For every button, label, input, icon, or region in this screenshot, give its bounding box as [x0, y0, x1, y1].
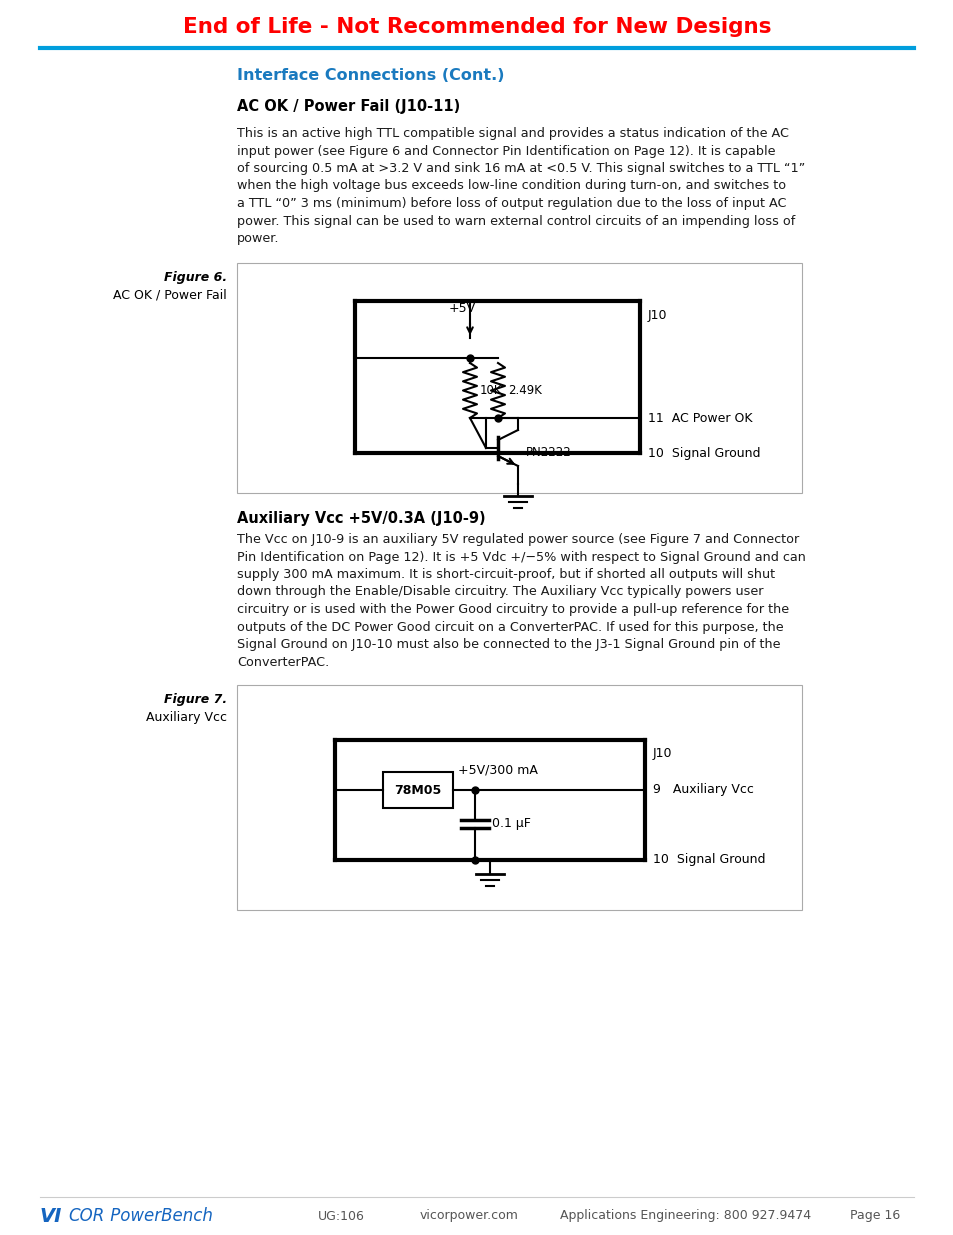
Text: AC OK / Power Fail (J10-11): AC OK / Power Fail (J10-11) — [236, 100, 459, 115]
Text: J10: J10 — [652, 747, 672, 761]
Text: input power (see Figure 6 and Connector Pin Identification on Page 12). It is ca: input power (see Figure 6 and Connector … — [236, 144, 775, 158]
Text: COR: COR — [68, 1207, 104, 1225]
Text: vicorpower.com: vicorpower.com — [419, 1209, 518, 1223]
Bar — [236, 263, 801, 493]
Text: The Vcc on J10-9 is an auxiliary 5V regulated power source (see Figure 7 and Con: The Vcc on J10-9 is an auxiliary 5V regu… — [236, 534, 799, 546]
Text: 10  Signal Ground: 10 Signal Ground — [652, 853, 764, 867]
Text: when the high voltage bus exceeds low-line condition during turn-on, and switche: when the high voltage bus exceeds low-li… — [236, 179, 785, 193]
Text: outputs of the DC Power Good circuit on a ConverterPAC. If used for this purpose: outputs of the DC Power Good circuit on … — [236, 620, 782, 634]
Text: End of Life - Not Recommended for New Designs: End of Life - Not Recommended for New De… — [183, 17, 770, 37]
Text: of sourcing 0.5 mA at >3.2 V and sink 16 mA at <0.5 V. This signal switches to a: of sourcing 0.5 mA at >3.2 V and sink 16… — [236, 162, 804, 175]
Text: Signal Ground on J10-10 must also be connected to the J3-1 Signal Ground pin of : Signal Ground on J10-10 must also be con… — [236, 638, 780, 651]
Text: supply 300 mA maximum. It is short-circuit-proof, but if shorted all outputs wil: supply 300 mA maximum. It is short-circu… — [236, 568, 774, 580]
Text: power.: power. — [236, 232, 279, 245]
Text: 10  Signal Ground: 10 Signal Ground — [647, 447, 760, 459]
Text: J10: J10 — [647, 309, 667, 321]
Text: 9   Auxiliary Vcc: 9 Auxiliary Vcc — [652, 783, 753, 797]
Text: down through the Enable/Disable circuitry. The Auxiliary Vcc typically powers us: down through the Enable/Disable circuitr… — [236, 585, 762, 599]
Text: 78M05: 78M05 — [394, 783, 441, 797]
Text: 10K: 10K — [479, 384, 502, 396]
Text: +5V: +5V — [448, 301, 475, 315]
Text: Page 16: Page 16 — [849, 1209, 899, 1223]
Text: PN2222: PN2222 — [525, 446, 571, 458]
Text: 0.1 μF: 0.1 μF — [492, 818, 530, 830]
Bar — [236, 685, 801, 910]
Text: a TTL “0” 3 ms (minimum) before loss of output regulation due to the loss of inp: a TTL “0” 3 ms (minimum) before loss of … — [236, 198, 785, 210]
Text: Figure 7.: Figure 7. — [164, 693, 227, 706]
Bar — [382, 772, 453, 808]
Text: PowerBench: PowerBench — [105, 1207, 213, 1225]
Text: AC OK / Power Fail: AC OK / Power Fail — [113, 289, 227, 303]
Text: UG:106: UG:106 — [317, 1209, 364, 1223]
Text: 2.49K: 2.49K — [507, 384, 541, 396]
Text: Auxiliary Vcc: Auxiliary Vcc — [146, 711, 227, 724]
Text: circuitry or is used with the Power Good circuitry to provide a pull-up referenc: circuitry or is used with the Power Good… — [236, 603, 788, 616]
Text: ConverterPAC.: ConverterPAC. — [236, 656, 329, 668]
Text: Pin Identification on Page 12). It is +5 Vdc +/−5% with respect to Signal Ground: Pin Identification on Page 12). It is +5… — [236, 551, 805, 563]
Text: Figure 6.: Figure 6. — [164, 270, 227, 284]
Text: VI: VI — [40, 1207, 62, 1225]
Text: Auxiliary Vcc +5V/0.3A (J10-9): Auxiliary Vcc +5V/0.3A (J10-9) — [236, 511, 485, 526]
Text: 11  AC Power OK: 11 AC Power OK — [647, 411, 752, 425]
Text: This is an active high TTL compatible signal and provides a status indication of: This is an active high TTL compatible si… — [236, 127, 788, 140]
Text: Applications Engineering: 800 927.9474: Applications Engineering: 800 927.9474 — [559, 1209, 810, 1223]
Text: +5V/300 mA: +5V/300 mA — [457, 763, 537, 777]
Text: power. This signal can be used to warn external control circuits of an impending: power. This signal can be used to warn e… — [236, 215, 795, 227]
Text: Interface Connections (Cont.): Interface Connections (Cont.) — [236, 68, 504, 83]
